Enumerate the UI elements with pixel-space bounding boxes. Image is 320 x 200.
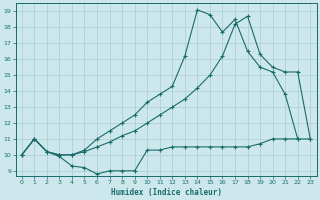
X-axis label: Humidex (Indice chaleur): Humidex (Indice chaleur)	[110, 188, 221, 197]
